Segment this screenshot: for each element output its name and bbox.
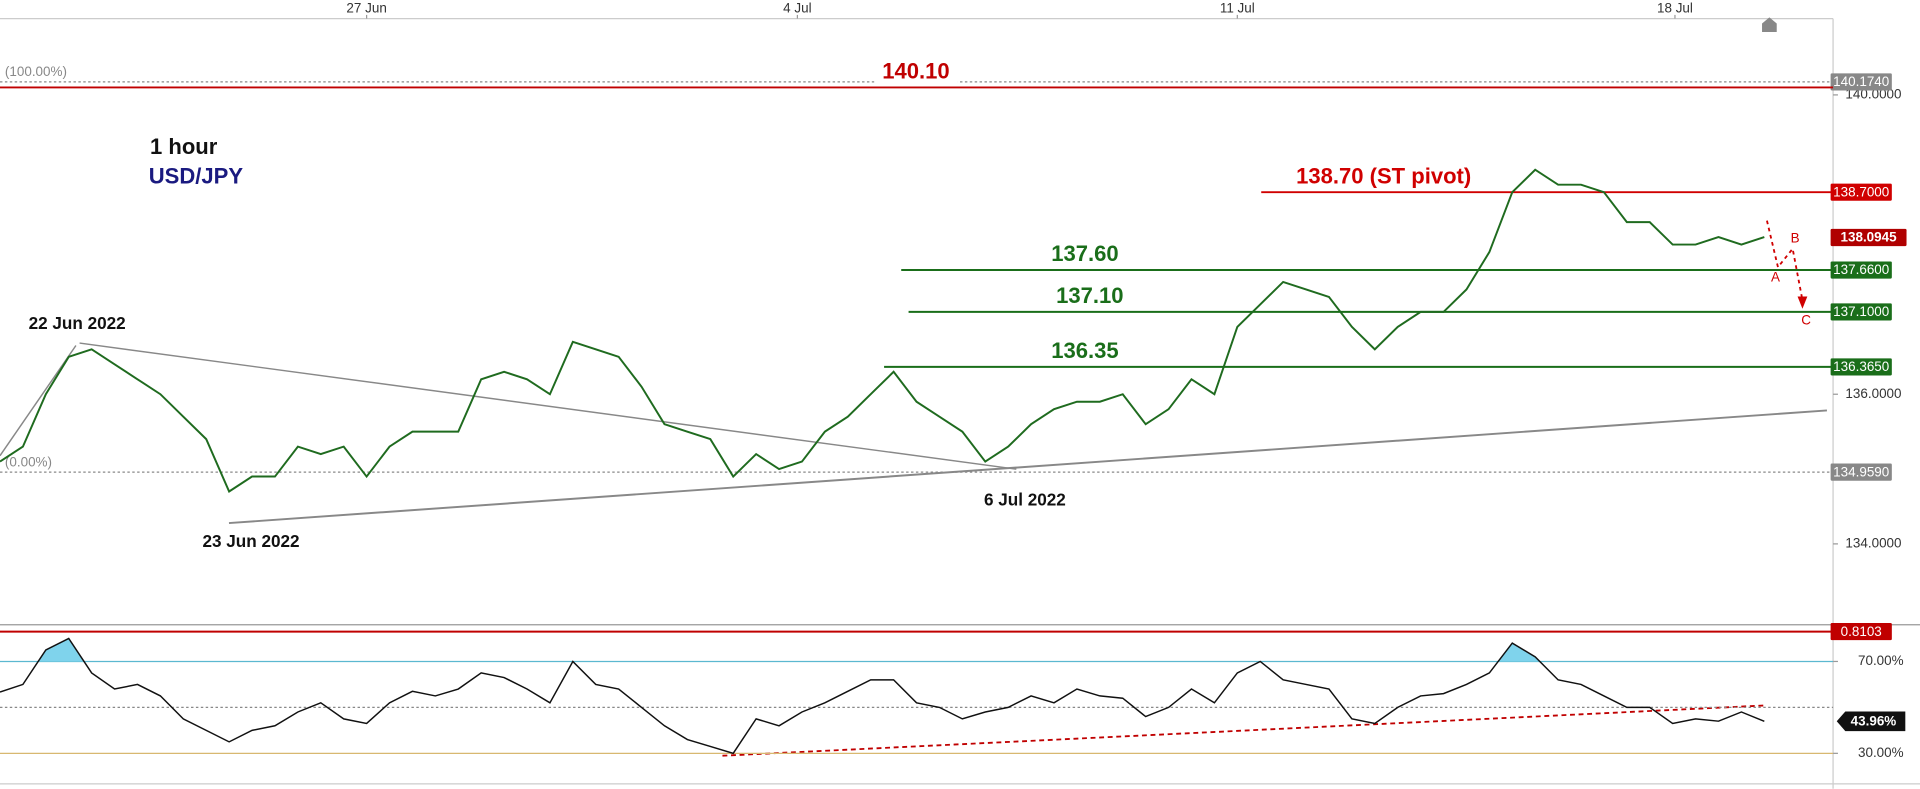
symbol-label: USD/JPY [149, 164, 244, 189]
level-annotation: 136.35 [1051, 338, 1118, 363]
level-annotation: 140.10 [882, 59, 949, 84]
level-label: 136.3650 [1833, 359, 1889, 374]
level-label: 137.6600 [1833, 262, 1889, 277]
trendline [79, 342, 1017, 470]
level-label: 138.0945 [1841, 230, 1898, 245]
level-label-bg [1830, 183, 1892, 201]
trendline [228, 409, 1828, 525]
level-label: 138.7000 [1833, 184, 1889, 199]
series-line [0, 168, 1765, 493]
date-annotation: 22 Jun 2022 [29, 313, 126, 333]
value-label-bg [1836, 711, 1906, 732]
x-tick-label: 11 Jul [1220, 0, 1255, 15]
wave-label: C [1801, 313, 1811, 328]
home-icon[interactable] [1762, 17, 1777, 33]
value-label: 43.96% [1851, 713, 1897, 728]
level-label: 0.8103 [1841, 624, 1882, 639]
level-label: 140.1740 [1833, 74, 1889, 89]
level-label-bg [1830, 358, 1892, 376]
date-annotation: 6 Jul 2022 [984, 490, 1066, 510]
rsi-trendline [722, 704, 1764, 757]
y-tick-label: 70.00% [1858, 653, 1904, 668]
level-label: 137.1000 [1833, 304, 1889, 319]
series-line [0, 637, 1765, 755]
annotation-bg [1048, 286, 1132, 309]
level-label: 134.9590 [1833, 464, 1889, 479]
level-label-bg [1830, 303, 1892, 321]
annotation-bg [1285, 166, 1482, 189]
y-tick-label: 134.0000 [1845, 535, 1901, 550]
level-label-bg [1830, 463, 1892, 481]
x-tick-label: 18 Jul [1657, 0, 1693, 15]
level-label-bg [1830, 623, 1892, 641]
timeframe-label: 1 hour [150, 134, 218, 159]
date-annotation: 23 Jun 2022 [202, 531, 299, 551]
level-annotation: 137.10 [1056, 283, 1123, 308]
level-annotation: 137.60 [1051, 241, 1118, 266]
fib-label: (100.00%) [5, 64, 67, 79]
level-label-bg [1830, 228, 1907, 247]
y-tick-label: 136.0000 [1845, 386, 1901, 401]
level-label-bg [1830, 73, 1892, 91]
x-tick-label: 4 Jul [783, 0, 811, 15]
projection-path [1766, 220, 1804, 301]
annotation-bg [874, 61, 958, 84]
wave-label: B [1791, 231, 1800, 246]
annotation-bg [1043, 244, 1127, 267]
annotation-bg [1043, 341, 1127, 364]
level-annotation: 138.70 (ST pivot) [1296, 163, 1471, 188]
y-tick-label: 30.00% [1858, 745, 1904, 760]
projection-arrow [1797, 296, 1808, 309]
fib-label: (0.00%) [5, 455, 52, 470]
x-tick-label: 27 Jun [346, 0, 386, 15]
wave-label: A [1771, 270, 1780, 285]
level-label-bg [1830, 261, 1892, 279]
